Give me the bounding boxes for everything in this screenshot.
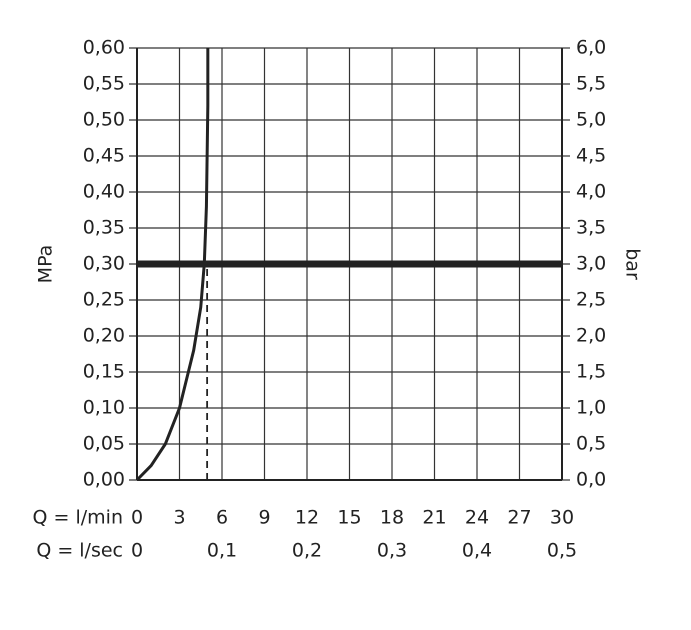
y-tick-label: 0,55 — [83, 73, 125, 95]
x-tick-label: 12 — [295, 507, 319, 529]
x-tick-label: 15 — [337, 507, 361, 529]
x2-tick-label: 0 — [131, 540, 143, 562]
x-tick-label: 3 — [173, 507, 185, 529]
x2-tick-label: 0,4 — [462, 540, 492, 562]
x2-tick-label: 0,2 — [292, 540, 322, 562]
x-tick-label: 21 — [422, 507, 446, 529]
y2-tick-label: 1,5 — [576, 361, 606, 383]
x-tick-label: 6 — [216, 507, 228, 529]
y-tick-label: 0,45 — [83, 145, 125, 167]
y2-tick-label: 1,0 — [576, 397, 606, 419]
y2-axis-label: bar — [622, 248, 644, 280]
y2-tick-label: 2,0 — [576, 325, 606, 347]
x2-tick-label: 0,1 — [207, 540, 237, 562]
x-tick-label: 0 — [131, 507, 143, 529]
y2-tick-label: 4,0 — [576, 181, 606, 203]
y-tick-label: 0,00 — [83, 469, 125, 491]
y2-tick-label: 0,0 — [576, 469, 606, 491]
y-tick-label: 0,50 — [83, 109, 125, 131]
x-tick-label: 27 — [507, 507, 531, 529]
y-tick-label: 0,30 — [83, 253, 125, 275]
x-tick-label: 9 — [258, 507, 270, 529]
y2-tick-label: 5,5 — [576, 73, 606, 95]
x2-tick-label: 0,5 — [547, 540, 577, 562]
y2-tick-label: 5,0 — [576, 109, 606, 131]
y-tick-label: 0,10 — [83, 397, 125, 419]
y-tick-label: 0,25 — [83, 289, 125, 311]
y-tick-label: 0,20 — [83, 325, 125, 347]
y2-tick-label: 0,5 — [576, 433, 606, 455]
x-axis-label: Q = l/min — [33, 507, 123, 529]
y2-tick-label: 2,5 — [576, 289, 606, 311]
y-tick-label: 0,35 — [83, 217, 125, 239]
y-axis-label: MPa — [35, 245, 57, 284]
y-tick-label: 0,60 — [83, 37, 125, 59]
x2-tick-label: 0,3 — [377, 540, 407, 562]
x-tick-label: 18 — [380, 507, 404, 529]
y2-tick-label: 6,0 — [576, 37, 606, 59]
x-tick-label: 30 — [550, 507, 574, 529]
y2-tick-label: 3,0 — [576, 253, 606, 275]
curve — [135, 48, 210, 482]
y2-tick-label: 3,5 — [576, 217, 606, 239]
y-tick-label: 0,15 — [83, 361, 125, 383]
x-tick-label: 24 — [465, 507, 489, 529]
x2-axis-label: Q = l/sec — [36, 540, 123, 562]
y-tick-label: 0,40 — [83, 181, 125, 203]
y-tick-label: 0,05 — [83, 433, 125, 455]
y2-tick-label: 4,5 — [576, 145, 606, 167]
